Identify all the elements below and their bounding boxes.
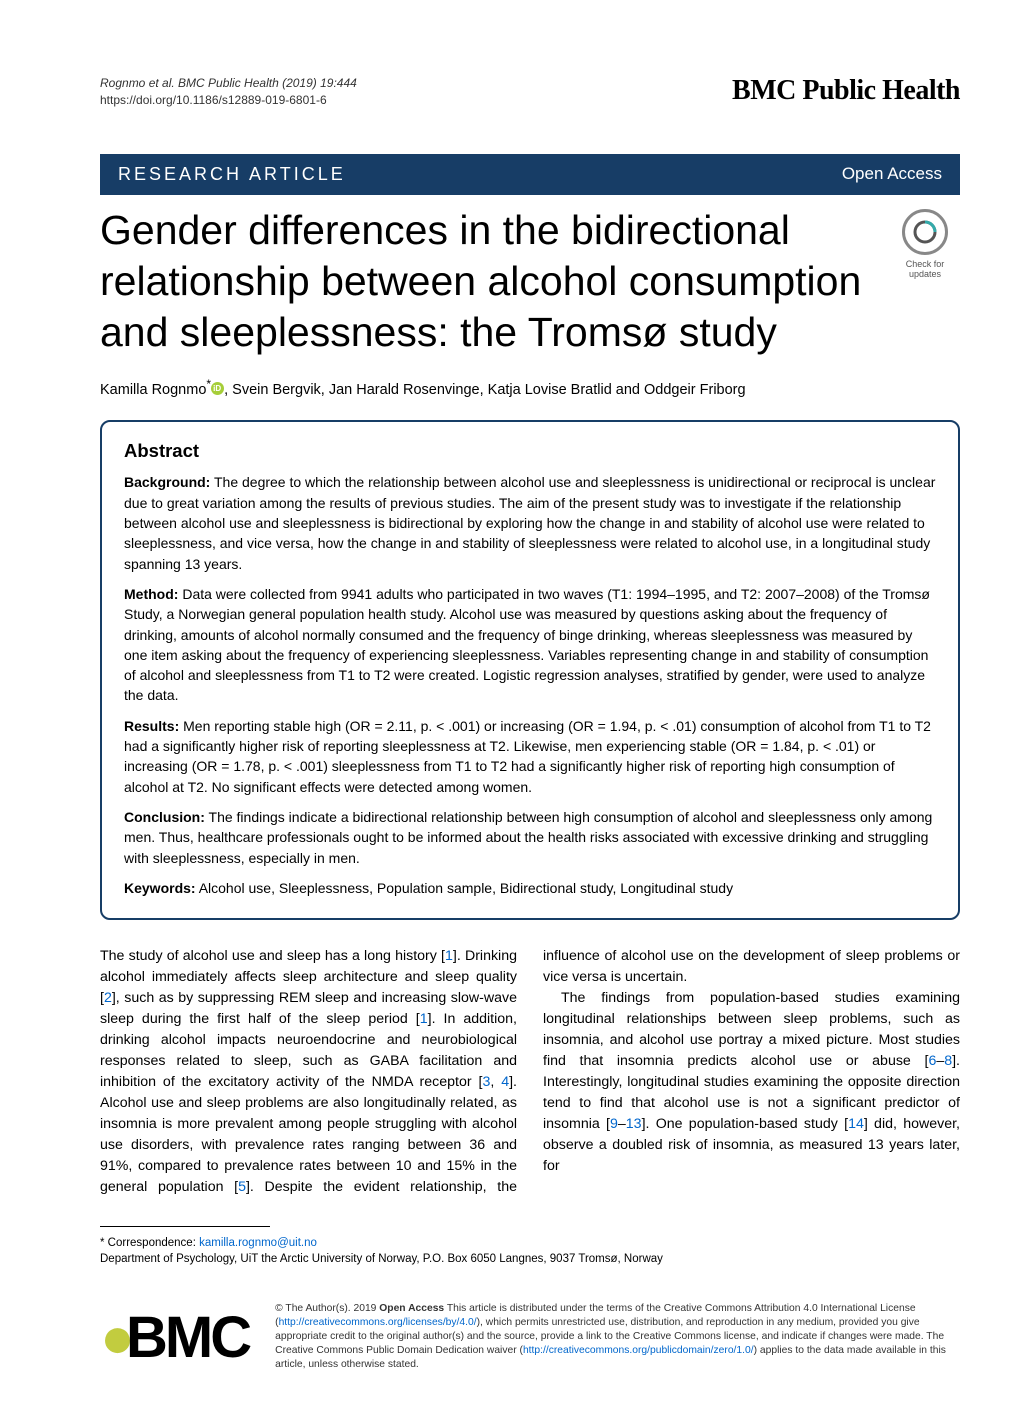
- correspondence-divider: [100, 1226, 270, 1227]
- citation-line: Rognmo et al. BMC Public Health (2019) 1…: [100, 75, 357, 92]
- article-title: Gender differences in the bidirectional …: [100, 205, 880, 359]
- abstract-method: Method: Data were collected from 9941 ad…: [124, 584, 936, 706]
- license-text: © The Author(s). 2019 Open Access This a…: [275, 1302, 960, 1371]
- abstract-box: Abstract Background: The degree to which…: [100, 420, 960, 920]
- body-columns: The study of alcohol use and sleep has a…: [100, 946, 960, 1198]
- crossmark-badge[interactable]: Check for updates: [890, 209, 960, 279]
- article-type-banner: RESEARCH ARTICLE Open Access: [100, 154, 960, 195]
- crossmark-icon: [902, 209, 948, 255]
- banner-right: Open Access: [842, 164, 942, 184]
- correspondence-email[interactable]: kamilla.rognmo@uit.no: [199, 1237, 317, 1249]
- abstract-heading: Abstract: [124, 440, 936, 462]
- abstract-results: Results: Men reporting stable high (OR =…: [124, 716, 936, 797]
- page: Rognmo et al. BMC Public Health (2019) 1…: [0, 0, 1020, 1402]
- correspondence-block: * Correspondence: kamilla.rognmo@uit.no …: [100, 1235, 960, 1267]
- journal-name: BMC Public Health: [732, 75, 960, 107]
- abstract-background: Background: The degree to which the rela…: [124, 472, 936, 573]
- cc-by-link[interactable]: http://creativecommons.org/licenses/by/4…: [279, 1317, 477, 1328]
- body-p2: The findings from population-based studi…: [543, 988, 960, 1177]
- bmc-logo: ●BMC: [100, 1304, 249, 1371]
- title-area: Gender differences in the bidirectional …: [100, 205, 960, 377]
- abstract-keywords: Keywords: Alcohol use, Sleeplessness, Po…: [124, 878, 936, 898]
- orcid-icon[interactable]: [211, 382, 224, 395]
- abstract-conclusion: Conclusion: The findings indicate a bidi…: [124, 807, 936, 868]
- authors-line: Kamilla Rognmo*, Svein Bergvik, Jan Hara…: [100, 376, 960, 400]
- correspondence-affiliation: Department of Psychology, UiT the Arctic…: [100, 1253, 663, 1265]
- citation-block: Rognmo et al. BMC Public Health (2019) 1…: [100, 75, 357, 109]
- header-row: Rognmo et al. BMC Public Health (2019) 1…: [100, 75, 960, 109]
- banner-left: RESEARCH ARTICLE: [118, 164, 346, 185]
- footer: ●BMC © The Author(s). 2019 Open Access T…: [100, 1292, 960, 1371]
- doi-line: https://doi.org/10.1186/s12889-019-6801-…: [100, 92, 357, 109]
